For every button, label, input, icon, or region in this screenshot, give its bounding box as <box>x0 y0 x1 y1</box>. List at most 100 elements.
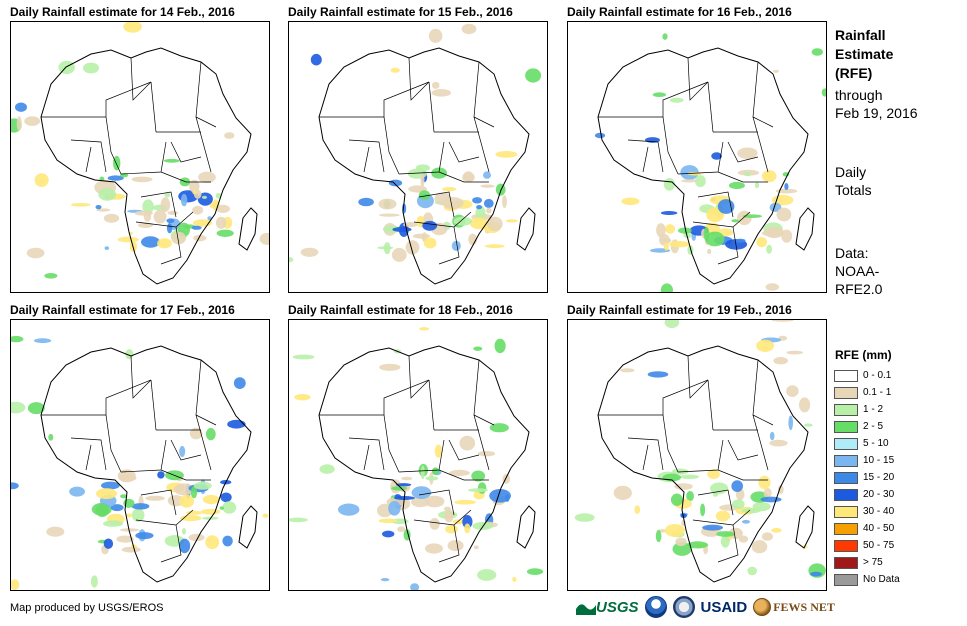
rainfall-area <box>715 510 731 522</box>
country-border <box>448 439 480 461</box>
rainfall-area <box>423 237 437 249</box>
rainfall-area <box>222 501 237 514</box>
rainfall-area <box>215 192 222 199</box>
rainfall-area <box>468 488 488 493</box>
rainfall-area <box>113 155 121 171</box>
title-line: Rainfall <box>835 27 886 43</box>
rainfall-area <box>804 423 813 427</box>
rainfall-area <box>480 184 495 188</box>
totals-line: Daily <box>835 164 867 180</box>
rainfall-area <box>180 193 188 207</box>
rainfall-area <box>101 481 120 490</box>
rainfall-area <box>744 171 751 177</box>
rainfall-area <box>505 219 518 223</box>
rainfall-area <box>411 486 432 499</box>
rainfall-area <box>134 210 153 216</box>
rainfall-area <box>525 68 542 83</box>
legend-label: 2 - 5 <box>863 421 884 432</box>
rainfall-area <box>70 203 91 207</box>
data-line: RFE2.0 <box>835 281 883 297</box>
country-border <box>727 439 759 461</box>
rainfall-area <box>428 28 443 43</box>
madagascar-outline <box>516 505 536 549</box>
country-border <box>448 141 480 163</box>
through-date: through Feb 19, 2016 <box>835 86 960 122</box>
rainfall-map <box>567 21 827 293</box>
title-line: (RFE) <box>835 65 873 81</box>
rainfall-area <box>192 205 204 215</box>
rainfall-area <box>135 532 154 540</box>
africa-map-svg <box>11 335 269 590</box>
rainfall-area <box>24 116 41 126</box>
rainfall-area <box>449 469 470 476</box>
country-border <box>642 146 649 173</box>
legend: 0 - 0.1 0.1 - 1 1 - 2 2 - 5 5 - 10 10 - 15 15 … <box>834 367 959 588</box>
data-line: NOAA- <box>835 263 880 279</box>
rainfall-area <box>662 33 668 40</box>
rainfall-area <box>420 465 425 480</box>
country-border <box>697 191 734 218</box>
rainfall-area <box>775 188 798 194</box>
country-border <box>438 524 460 563</box>
rainfall-area <box>405 240 420 255</box>
rainfall-area <box>663 178 675 191</box>
legend-label: 0.1 - 1 <box>863 387 892 398</box>
rainfall-area <box>141 236 160 248</box>
country-border <box>135 509 194 526</box>
rainfall-area <box>11 482 19 490</box>
country-border <box>438 469 489 481</box>
rainfall-area <box>401 476 413 481</box>
country-border <box>363 444 370 471</box>
rainfall-area <box>483 198 494 208</box>
country-border <box>348 139 385 173</box>
rainfall-area <box>487 216 503 232</box>
rainfall-area <box>613 485 632 500</box>
rainfall-area <box>120 528 139 532</box>
rainfall-area <box>142 199 154 214</box>
rainfall-area <box>660 238 672 243</box>
rainfall-area <box>431 467 440 475</box>
country-border <box>707 81 714 133</box>
rainfall-area <box>15 102 27 112</box>
country-border <box>418 191 455 218</box>
rainfall-area <box>741 519 751 524</box>
legend-label: > 75 <box>863 557 883 568</box>
country-border <box>140 191 177 218</box>
legend-label: 30 - 40 <box>863 506 895 517</box>
rainfall-area <box>171 231 187 245</box>
rainfall-area <box>197 192 213 206</box>
rainfall-area <box>760 496 782 503</box>
rainfall-area <box>763 488 772 498</box>
legend-item: 1 - 2 <box>834 401 959 418</box>
rainfall-area <box>761 170 777 183</box>
through-label: through <box>835 87 883 103</box>
legend-item: 10 - 15 <box>834 452 959 469</box>
rainfall-area <box>758 475 771 490</box>
rainfall-area <box>300 247 319 257</box>
country-border <box>160 469 211 481</box>
country-border <box>717 524 739 563</box>
dept-seal-icon <box>672 596 695 618</box>
panel-title: Daily Rainfall estimate for 16 Feb., 201… <box>567 5 792 19</box>
rainfall-area <box>660 211 678 215</box>
rainfall-area <box>773 69 779 73</box>
rainfall-area <box>574 513 595 522</box>
rainfall-area <box>502 195 507 209</box>
rainfall-area <box>233 377 246 389</box>
rainfall-area <box>310 53 322 66</box>
rainfall-area <box>769 431 775 441</box>
rainfall-area <box>786 350 803 355</box>
rainfall-area <box>483 171 491 179</box>
rainfall-area <box>130 544 138 548</box>
rainfall-area <box>397 526 406 533</box>
legend-item: 5 - 10 <box>834 435 959 452</box>
legend-title: RFE (mm) <box>835 348 892 362</box>
title-line: Estimate <box>835 46 894 62</box>
africa-map-svg <box>574 320 826 583</box>
rainfall-area <box>444 509 454 523</box>
country-border <box>627 139 664 173</box>
country-border <box>160 226 182 265</box>
country-border <box>105 116 122 175</box>
country-border <box>160 524 182 563</box>
country-border <box>727 141 759 163</box>
